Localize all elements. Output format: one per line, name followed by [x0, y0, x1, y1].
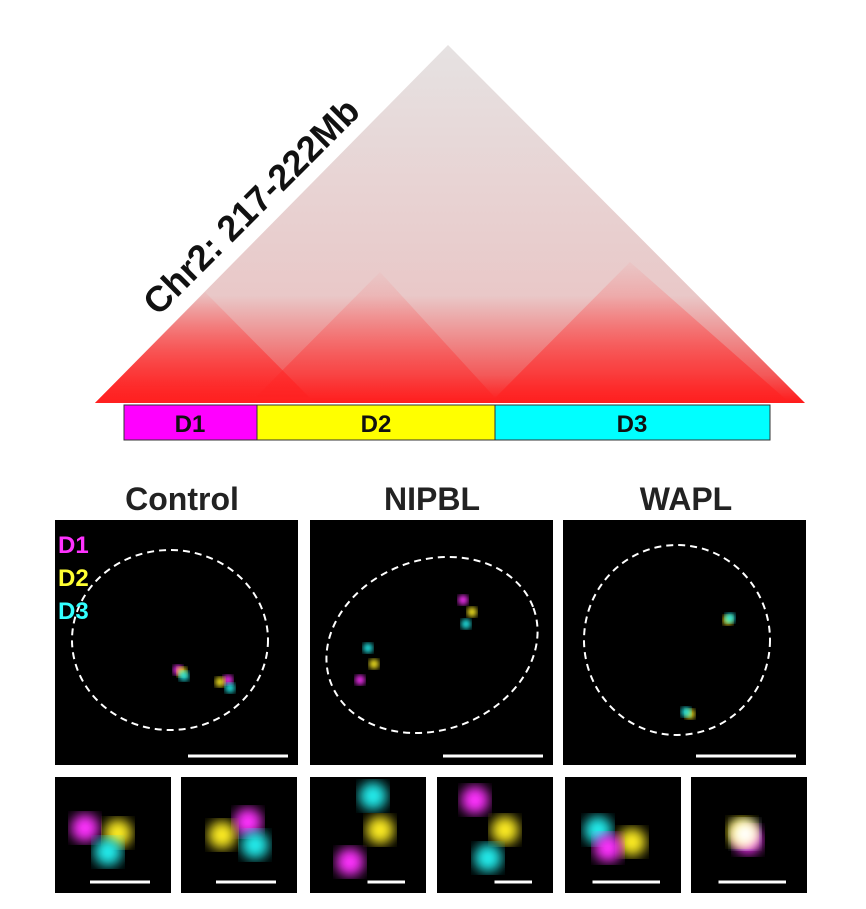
- nucleus-outline: [71, 549, 269, 731]
- micrograph: [563, 520, 806, 765]
- hic-domain: [250, 272, 500, 403]
- image-panels: [55, 520, 807, 893]
- fish-spot: [369, 659, 379, 669]
- fish-spot: [363, 643, 373, 653]
- fish-spot: [725, 613, 735, 623]
- micrograph: [55, 520, 298, 765]
- condition-label: NIPBL: [384, 481, 480, 517]
- fish-spot: [359, 782, 387, 810]
- fish-spot: [223, 675, 233, 685]
- fish-spot: [461, 619, 471, 629]
- fish-spot: [71, 814, 99, 842]
- fish-spot: [336, 848, 364, 876]
- fish-spot: [467, 607, 477, 617]
- micrograph-zoom: [181, 777, 297, 893]
- domain-box: [494, 404, 771, 441]
- hic-domain: [95, 292, 315, 403]
- fish-spot: [366, 816, 394, 844]
- fish-spot: [474, 844, 502, 872]
- fish-spot: [179, 671, 189, 681]
- condition-label: WAPL: [640, 481, 732, 517]
- fish-spot: [355, 675, 365, 685]
- domain-label: D1: [175, 411, 206, 438]
- fish-spot: [731, 820, 759, 848]
- domain-box: [256, 404, 496, 441]
- fish-spot: [94, 838, 122, 866]
- condition-label: Control: [125, 481, 239, 517]
- fish-spot: [215, 677, 225, 687]
- hic-domain: [490, 262, 790, 403]
- fish-spot: [594, 834, 622, 862]
- domain-label: D2: [361, 411, 392, 438]
- fish-spot: [618, 828, 646, 856]
- nucleus-outline: [325, 555, 539, 735]
- fish-spot: [208, 821, 236, 849]
- fish-spot: [234, 808, 262, 836]
- fish-spot: [225, 683, 235, 693]
- fish-spot: [241, 831, 269, 859]
- domain-box: [123, 404, 258, 441]
- nucleus-outline: [583, 544, 771, 736]
- fish-spot: [491, 816, 519, 844]
- fish-spot: [458, 595, 468, 605]
- legend-label: D1: [58, 532, 89, 559]
- micrograph: [310, 520, 553, 765]
- fish-spot: [461, 786, 489, 814]
- legend-label: D3: [58, 598, 89, 625]
- legend-label: D2: [58, 565, 89, 592]
- fish-spot: [681, 707, 691, 717]
- domain-label: D3: [617, 411, 648, 438]
